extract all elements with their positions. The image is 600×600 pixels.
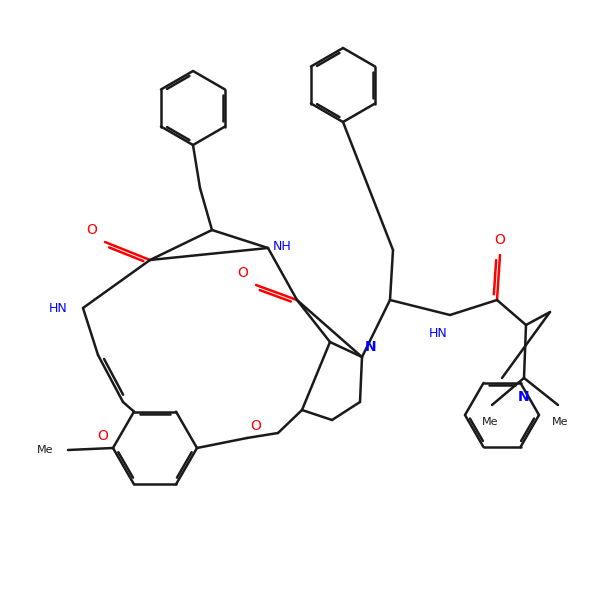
Text: Me: Me <box>482 417 498 427</box>
Text: N: N <box>518 390 530 404</box>
Text: O: O <box>494 233 505 247</box>
Text: N: N <box>365 340 377 354</box>
Text: O: O <box>97 429 108 443</box>
Text: Me: Me <box>37 445 53 455</box>
Text: Me: Me <box>552 417 568 427</box>
Text: O: O <box>86 223 97 237</box>
Text: O: O <box>237 266 248 280</box>
Text: HN: HN <box>49 301 68 314</box>
Text: NH: NH <box>273 239 292 253</box>
Text: O: O <box>250 419 261 433</box>
Text: HN: HN <box>428 327 447 340</box>
